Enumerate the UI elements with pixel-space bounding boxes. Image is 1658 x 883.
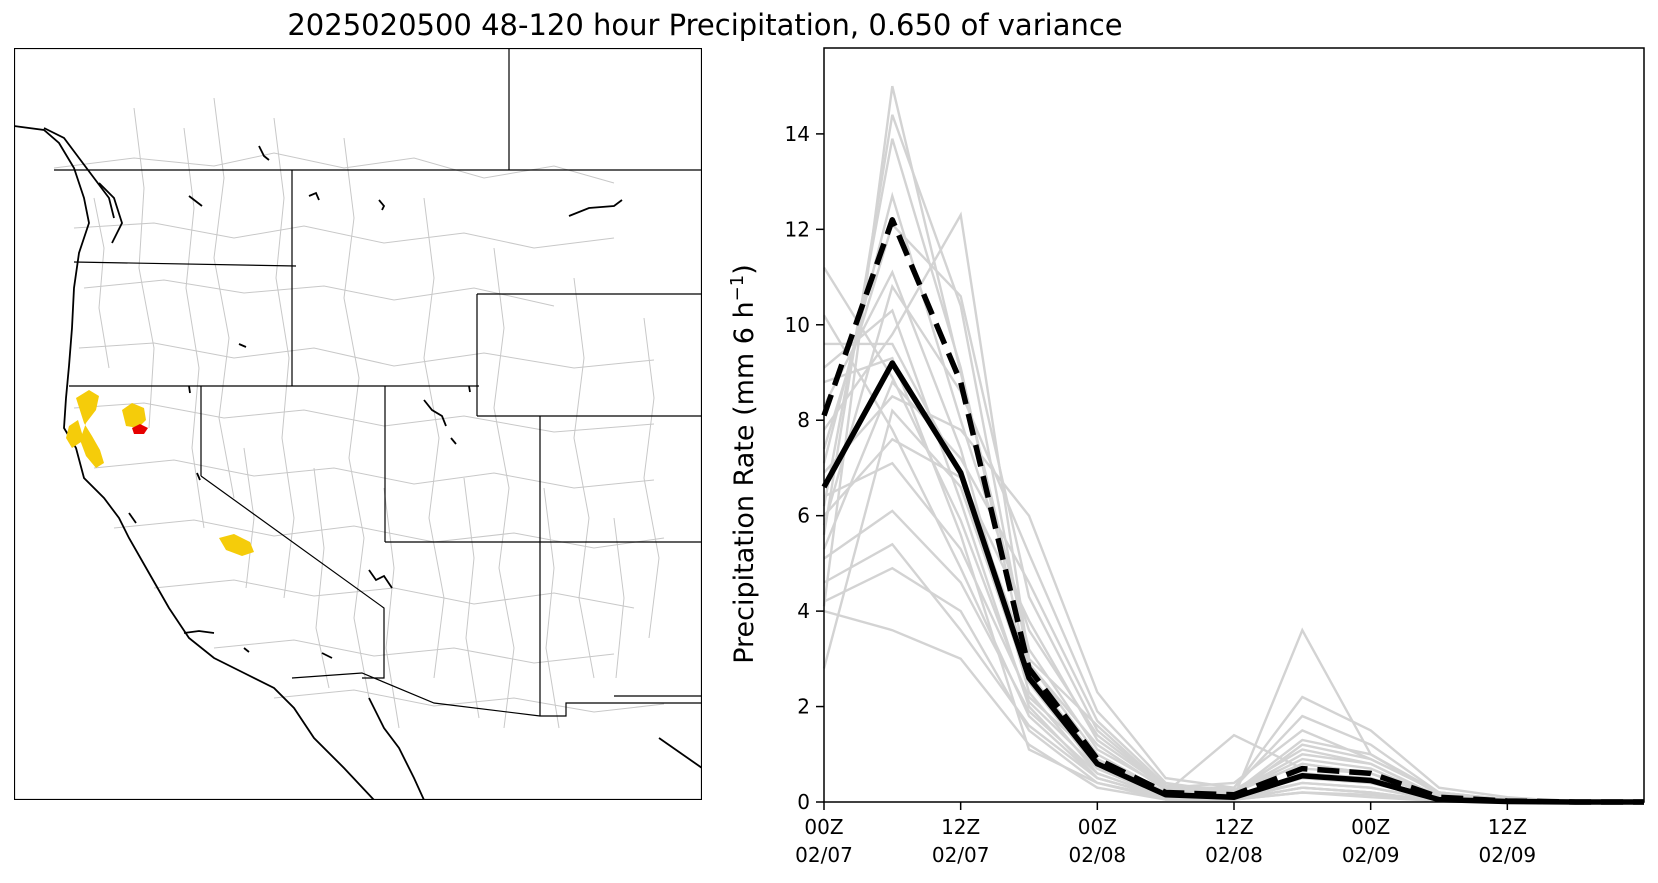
y-axis-label-main: Precipitation Rate (mm 6 h bbox=[729, 301, 760, 663]
x-tick-label-date-1: 02/07 bbox=[932, 843, 990, 867]
y-tick-label-8: 8 bbox=[797, 408, 810, 432]
basin-yellow-coast-south bbox=[66, 420, 84, 448]
analysis-dashed-line bbox=[821, 217, 1644, 805]
member-line-17 bbox=[823, 394, 1644, 804]
summary-lines bbox=[821, 217, 1644, 805]
x-tick-label-date-5: 02/09 bbox=[1479, 843, 1537, 867]
y-axis-ticks: 0 2 4 6 8 10 12 14 bbox=[785, 122, 824, 814]
member-line-16 bbox=[823, 211, 1644, 804]
y-axis-label-close: ) bbox=[729, 264, 760, 275]
precip-chart: 0 2 4 6 8 10 12 14 00Z 02/07 12Z 02/07 00Z 02/08 12Z 0… bbox=[720, 40, 1650, 883]
y-tick-label-4: 4 bbox=[797, 599, 810, 623]
x-tick-label-date-3: 02/08 bbox=[1205, 843, 1263, 867]
basin-yellow-inland bbox=[122, 403, 146, 428]
member-line-15 bbox=[823, 609, 1644, 804]
member-line-9 bbox=[822, 266, 1644, 804]
state-borders bbox=[54, 48, 702, 717]
map-svg bbox=[14, 48, 702, 800]
highlighted-basins bbox=[66, 390, 254, 556]
member-line-14 bbox=[823, 566, 1644, 804]
basin-map bbox=[14, 48, 702, 800]
coastline bbox=[14, 125, 702, 800]
x-tick-label-time-4: 00Z bbox=[1351, 815, 1390, 839]
y-tick-label-6: 6 bbox=[797, 504, 810, 528]
basin-outlines bbox=[53, 97, 665, 729]
ensemble-member-lines bbox=[822, 85, 1644, 804]
x-tick-label-date-4: 02/09 bbox=[1342, 843, 1400, 867]
x-axis-ticks: 00Z 02/07 12Z 02/07 00Z 02/08 12Z 02/08 00Z 02/09… bbox=[795, 802, 1536, 867]
x-tick-label-time-0: 00Z bbox=[804, 815, 843, 839]
y-tick-label-12: 12 bbox=[785, 217, 810, 241]
basin-yellow-sierra bbox=[219, 534, 254, 556]
plot-frame bbox=[823, 47, 1645, 803]
y-tick-label-2: 2 bbox=[797, 695, 810, 719]
member-line-6 bbox=[822, 269, 1644, 804]
member-line-11 bbox=[823, 461, 1644, 804]
member-line-18 bbox=[822, 283, 1644, 804]
y-axis-label: Precipitation Rate (mm 6 h−1) bbox=[727, 264, 761, 664]
x-tick-label-time-2: 00Z bbox=[1078, 815, 1117, 839]
member-line-13 bbox=[823, 542, 1644, 804]
y-tick-label-14: 14 bbox=[785, 122, 810, 146]
x-tick-label-date-0: 02/07 bbox=[795, 843, 853, 867]
member-line-3 bbox=[822, 114, 1644, 804]
map-frame bbox=[14, 48, 702, 800]
figure-title: 2025020500 48-120 hour Precipitation, 0.… bbox=[287, 8, 1123, 42]
basin-yellow-north-coast bbox=[76, 390, 104, 468]
y-tick-label-0: 0 bbox=[797, 790, 810, 814]
y-axis-label-sup: −1 bbox=[727, 275, 748, 302]
x-tick-label-time-3: 12Z bbox=[1214, 815, 1253, 839]
x-tick-label-date-2: 02/08 bbox=[1069, 843, 1127, 867]
x-tick-label-time-5: 12Z bbox=[1488, 815, 1527, 839]
y-tick-label-10: 10 bbox=[785, 313, 810, 337]
x-tick-label-time-1: 12Z bbox=[941, 815, 980, 839]
member-line-7 bbox=[823, 308, 1644, 804]
member-line-10 bbox=[822, 314, 1644, 804]
basin-red bbox=[132, 424, 148, 434]
member-line-12 bbox=[823, 509, 1644, 804]
